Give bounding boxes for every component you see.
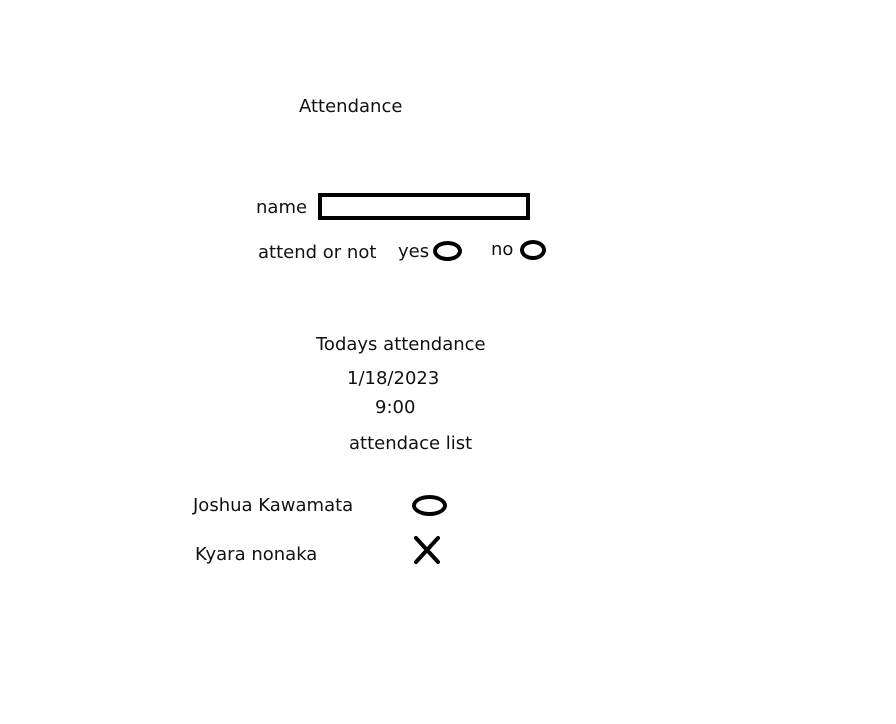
cross-icon — [414, 536, 440, 564]
no-label: no — [491, 239, 514, 260]
attendance-date: 1/18/2023 — [347, 368, 440, 389]
attendee-name: Joshua Kawamata — [193, 495, 354, 516]
attendance-list-heading: attendace list — [349, 433, 473, 454]
yes-radio[interactable] — [433, 241, 462, 261]
yes-label: yes — [398, 241, 430, 262]
attendance-time: 9:00 — [375, 397, 416, 418]
todays-attendance-heading: Todays attendance — [316, 334, 486, 355]
name-label: name — [256, 197, 308, 218]
attendee-name: Kyara nonaka — [195, 544, 318, 565]
circle-icon — [412, 495, 447, 516]
no-radio[interactable] — [520, 240, 546, 260]
name-input[interactable] — [318, 193, 530, 220]
attend-label: attend or not — [258, 242, 377, 263]
page-title: Attendance — [299, 96, 403, 117]
